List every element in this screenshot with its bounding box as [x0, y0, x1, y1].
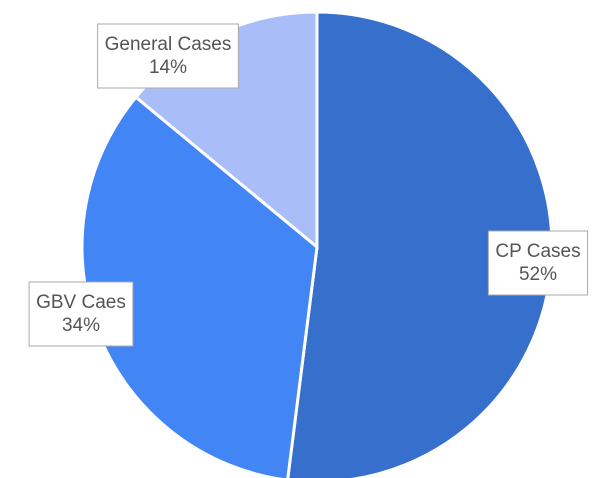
- label-name: CP Cases: [495, 241, 580, 262]
- label-name: GBV Caes: [36, 292, 126, 313]
- label-name: General Cases: [105, 34, 232, 55]
- label-value: 52%: [519, 264, 557, 285]
- label-box: [28, 281, 134, 347]
- label-box: [487, 230, 589, 296]
- label-box: [97, 23, 239, 89]
- label-value: 34%: [62, 315, 100, 336]
- label-value: 14%: [149, 57, 187, 78]
